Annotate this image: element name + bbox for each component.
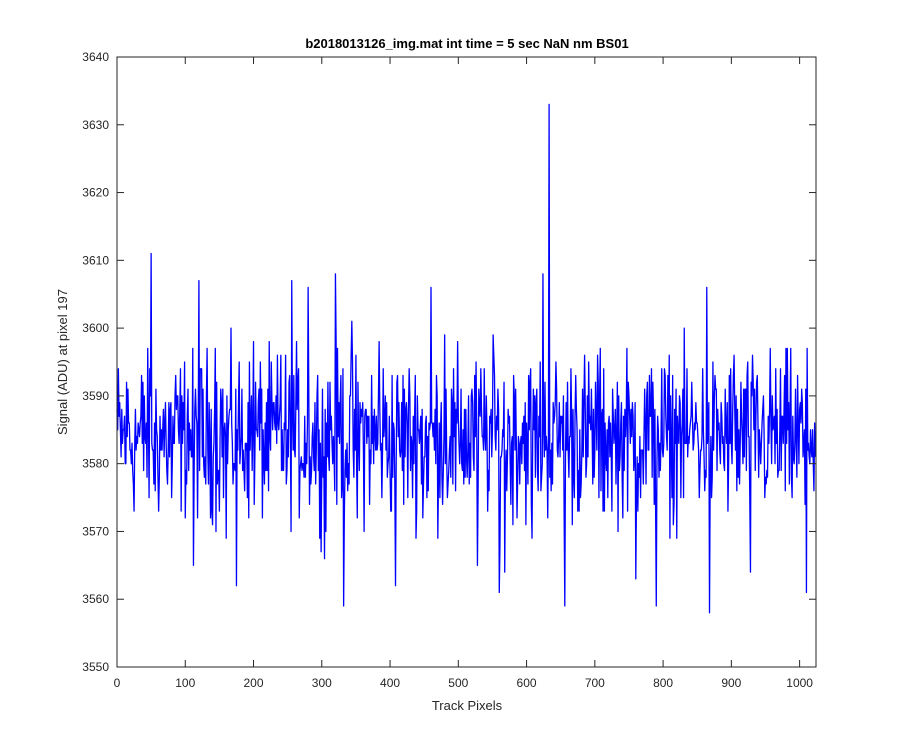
y-tick-label: 3630 [82, 118, 109, 132]
y-tick-label: 3580 [82, 457, 109, 471]
plot-area: 0 100 200 300 400 500 600 700 800 900 1000 3550 3560… [82, 50, 817, 690]
y-tick-label: 3640 [82, 50, 109, 64]
chart-title: b2018013126_img.mat int time = 5 sec NaN… [305, 36, 628, 51]
x-tick-label: 0 [114, 676, 121, 690]
y-tick-label: 3610 [82, 253, 109, 267]
y-axis-label: Signal (ADU) at pixel 197 [55, 289, 70, 435]
x-axis-label: Track Pixels [432, 698, 503, 713]
x-tick-label: 800 [653, 676, 673, 690]
series-line [116, 103, 816, 614]
x-tick-label: 200 [244, 676, 264, 690]
y-tick-label: 3600 [82, 321, 109, 335]
y-tick-label: 3550 [82, 660, 109, 674]
y-tick-label: 3590 [82, 389, 109, 403]
y-tick-label: 3570 [82, 524, 109, 538]
x-tick-label: 700 [585, 676, 605, 690]
x-tick-label: 900 [721, 676, 741, 690]
x-tick-label: 100 [175, 676, 195, 690]
x-tick-label: 600 [517, 676, 537, 690]
axes-box [116, 56, 817, 668]
y-tick-label: 3620 [82, 186, 109, 200]
x-tick-label: 500 [448, 676, 468, 690]
y-tick-label: 3560 [82, 592, 109, 606]
x-tick-label: 1000 [786, 676, 813, 690]
x-tick-label: 300 [312, 676, 332, 690]
x-tick-label: 400 [380, 676, 400, 690]
